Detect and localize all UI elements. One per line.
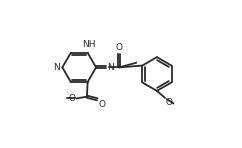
Text: O: O <box>116 43 123 52</box>
Text: N: N <box>53 63 60 72</box>
Text: O: O <box>98 100 105 109</box>
Text: N: N <box>107 63 114 72</box>
Text: NH: NH <box>82 40 95 49</box>
Bar <box>137 54 177 94</box>
Text: O: O <box>166 98 173 107</box>
Text: O: O <box>69 94 76 103</box>
